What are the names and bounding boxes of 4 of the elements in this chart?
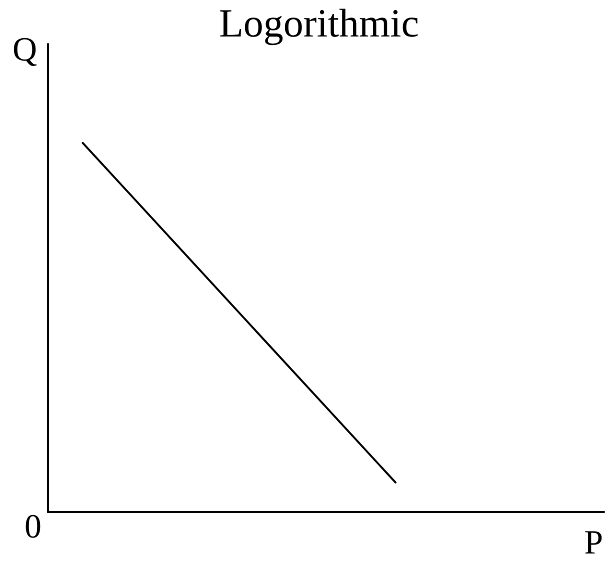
text: 0 [24,508,42,546]
chart-title: Logorithmic [219,0,419,46]
x-axis-title: P [584,524,603,562]
y-axis-title: Q [12,32,37,68]
